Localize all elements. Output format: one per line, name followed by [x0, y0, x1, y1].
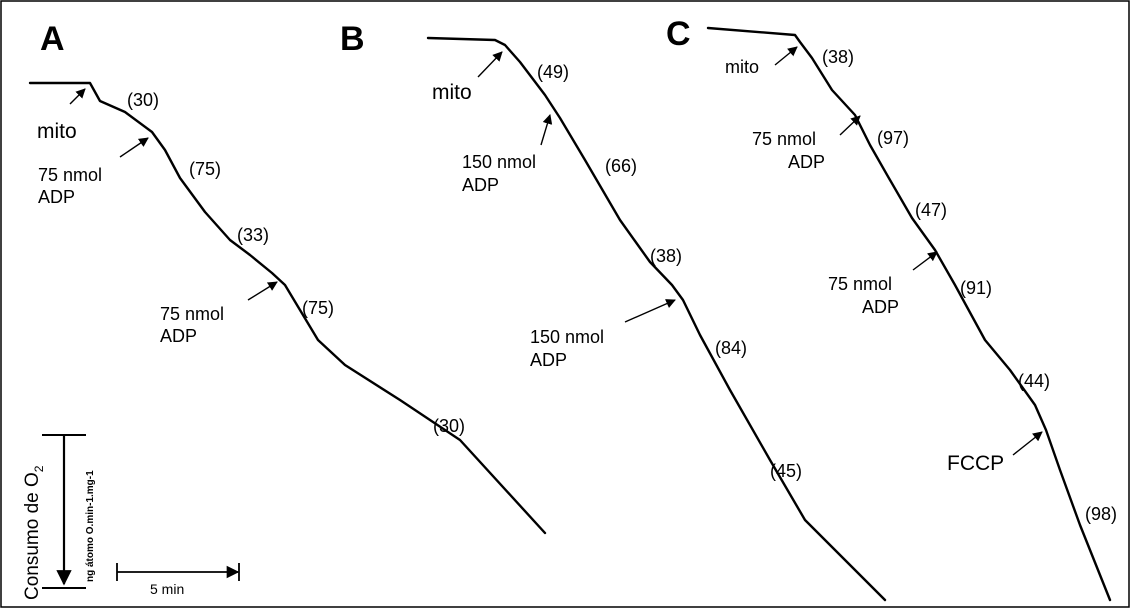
horizontal-scale-label: 5 min: [150, 581, 184, 597]
panel-b-mito-label: mito: [432, 81, 472, 104]
panel-c-rate-5: (44): [1018, 371, 1050, 391]
scale-bars: Consumo de O2 ng átomo O.min-1.mg-1 5 mi…: [22, 434, 240, 600]
vertical-scale-unit: ng átomo O.min-1.mg-1: [85, 470, 96, 582]
panel-a-rate-2: (75): [189, 159, 221, 179]
panel-b-adp2-line2: ADP: [530, 350, 567, 370]
panel-a-rate-4: (75): [302, 298, 334, 318]
panel-c-rate-2: (97): [877, 128, 909, 148]
panel-b-rate-3: (38): [650, 246, 682, 266]
panel-c-fccp-arrow: [1012, 431, 1043, 456]
vertical-scale-label-text: Consumo de O: [22, 472, 43, 600]
panel-c-adp1-line2: ADP: [788, 152, 825, 172]
panel-b-rate-4: (84): [715, 338, 747, 358]
panel-b-adp1-line1: 150 nmol: [462, 152, 536, 172]
panel-c-rate-4: (91): [960, 278, 992, 298]
panel-b-letter: B: [340, 20, 365, 58]
panel-a-adp1-line1: 75 nmol: [38, 165, 102, 185]
panel-b-rate-2: (66): [605, 156, 637, 176]
panel-a: A (30) (75) (33) (75) (30) mito 75 nmol …: [28, 20, 547, 535]
panel-b-adp1-arrow: [540, 114, 553, 146]
panel-b-trace: [426, 36, 887, 602]
panel-a-adp1-line2: ADP: [38, 187, 75, 207]
panel-b-mito-arrow: [477, 51, 503, 78]
panel-a-rate-5: (30): [433, 416, 465, 436]
panel-a-adp1-arrow: [119, 137, 149, 158]
panel-c-trace: [706, 26, 1112, 602]
vertical-scale-label: Consumo de O2: [22, 465, 46, 600]
panel-a-adp2-arrow: [247, 281, 278, 301]
panel-b-rate-1: (49): [537, 62, 569, 82]
panel-c: C (38) (97) (47) (91) (44) (98) mito 75 …: [666, 15, 1117, 602]
panel-c-adp2-line1: 75 nmol: [828, 274, 892, 294]
panel-b-adp1-line2: ADP: [462, 175, 499, 195]
panel-c-letter: C: [666, 15, 691, 53]
panel-c-fccp-label: FCCP: [947, 452, 1004, 475]
panel-a-letter: A: [40, 20, 65, 58]
panel-a-mito-arrow: [69, 88, 86, 105]
panel-c-adp1-arrow: [839, 115, 861, 136]
panel-b-adp2-arrow: [624, 299, 676, 323]
panel-c-mito-label: mito: [725, 57, 759, 77]
panel-c-adp2-line2: ADP: [862, 297, 899, 317]
panel-c-adp2-arrow: [912, 251, 938, 271]
panel-c-rate-3: (47): [915, 200, 947, 220]
vertical-scale-label-subscript: 2: [32, 465, 46, 472]
panel-c-rate-1: (38): [822, 47, 854, 67]
panel-c-mito-arrow: [774, 46, 798, 66]
panel-c-adp1-line1: 75 nmol: [752, 129, 816, 149]
panel-a-trace: [28, 81, 547, 535]
panel-a-rate-3: (33): [237, 225, 269, 245]
panel-b: B (49) (66) (38) (84) (45) mito 150 nmol…: [340, 20, 887, 602]
panel-a-adp2-line1: 75 nmol: [160, 304, 224, 324]
panel-b-rate-5: (45): [770, 461, 802, 481]
panel-b-adp2-line1: 150 nmol: [530, 327, 604, 347]
panel-a-mito-label: mito: [37, 120, 77, 143]
panel-a-rate-1: (30): [127, 90, 159, 110]
panel-a-adp2-line2: ADP: [160, 326, 197, 346]
panel-c-rate-6: (98): [1085, 504, 1117, 524]
